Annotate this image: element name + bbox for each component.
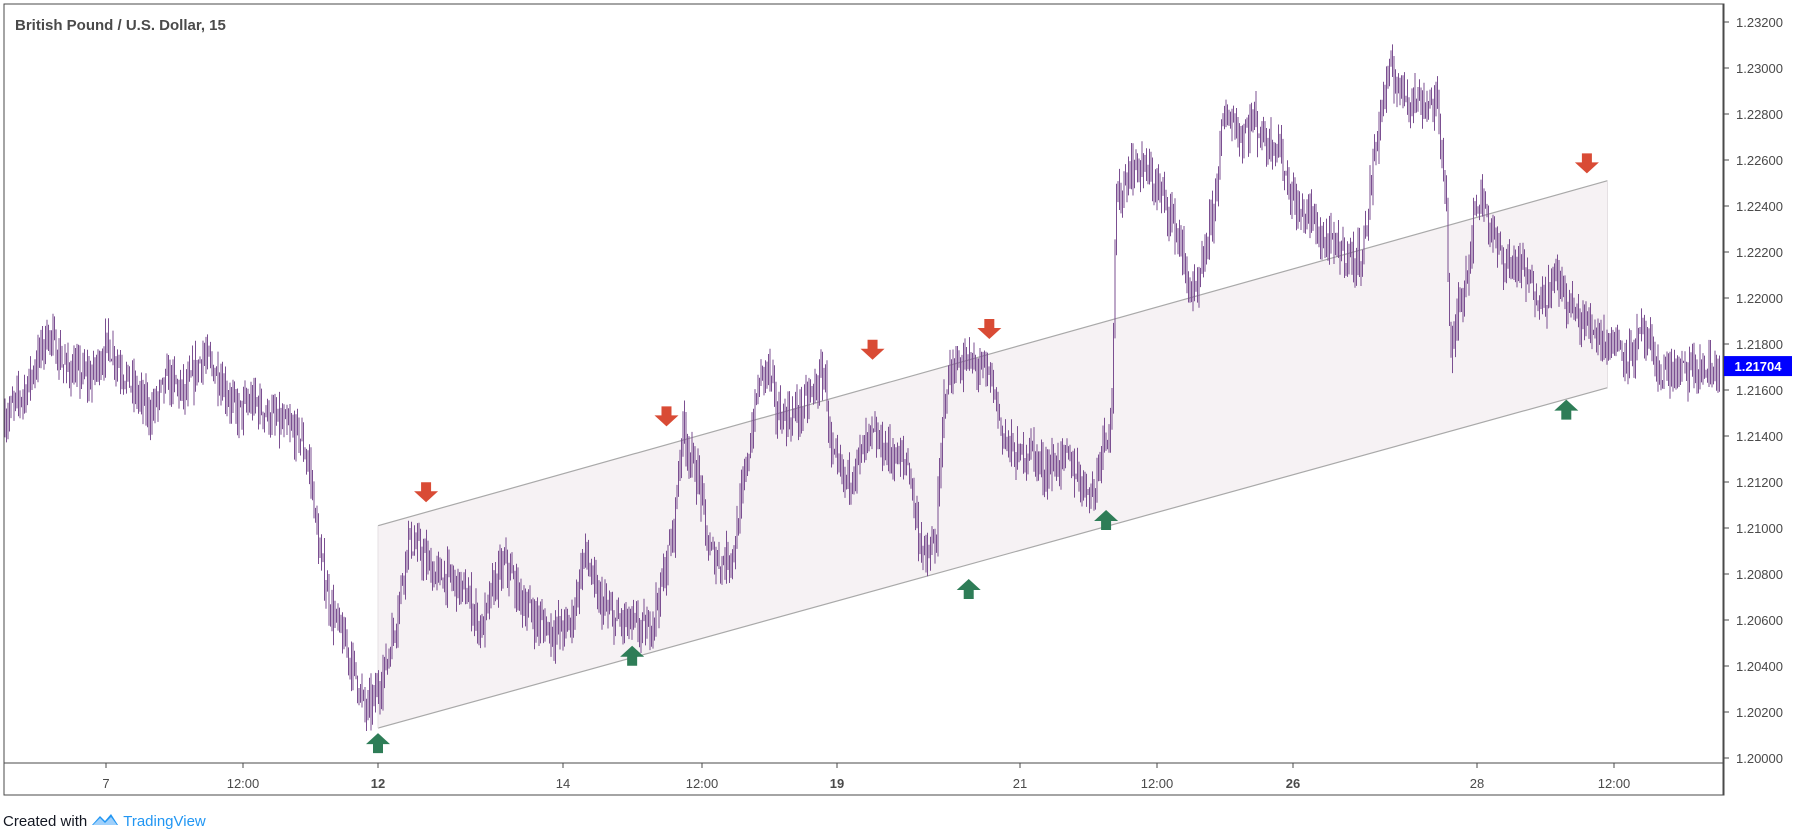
channel-lower-line[interactable] — [377, 387, 1608, 729]
channel-fill — [378, 180, 1608, 729]
channel-upper-line[interactable] — [377, 180, 1608, 527]
price-tick-label: 1.21200 — [1736, 475, 1783, 490]
arrow-up-icon — [956, 579, 981, 599]
arrow-down-icon — [654, 406, 679, 427]
time-tick-label: 12:00 — [1141, 776, 1174, 791]
price-tick-label: 1.22600 — [1736, 153, 1783, 168]
time-tick-label: 28 — [1470, 776, 1484, 791]
price-tick-label: 1.21000 — [1736, 521, 1783, 536]
arrow-down-icon — [414, 482, 439, 503]
arrow-up-icon — [1094, 510, 1119, 530]
price-tick-label: 1.22800 — [1736, 107, 1783, 122]
arrow-down-icon — [1574, 153, 1599, 174]
price-tick-label: 1.22400 — [1736, 199, 1783, 214]
parallel-channel[interactable] — [377, 180, 1609, 729]
time-tick-label: 21 — [1013, 776, 1027, 791]
candles — [4, 44, 1720, 731]
current-price-box — [1724, 356, 1792, 377]
candle-wicks — [4, 44, 1720, 731]
time-tick-label: 12:00 — [1598, 776, 1631, 791]
price-tick-label: 1.21400 — [1736, 429, 1783, 444]
arrow-up-icon — [620, 645, 645, 666]
time-tick-label: 12:00 — [686, 776, 719, 791]
time-tick-label: 19 — [830, 776, 844, 791]
price-tick-label: 1.20000 — [1736, 751, 1783, 766]
current-price-label: 1.21704 — [1724, 356, 1792, 377]
arrow-up-icon — [1554, 399, 1579, 420]
price-tick-label: 1.20200 — [1736, 705, 1783, 720]
price-tick-label: 1.21600 — [1736, 383, 1783, 398]
time-tick-label: 12 — [371, 776, 385, 791]
price-tick-label: 1.23000 — [1736, 61, 1783, 76]
price-tick-label: 1.22000 — [1736, 291, 1783, 306]
price-tick-label: 1.20600 — [1736, 613, 1783, 628]
time-tick-label: 7 — [102, 776, 109, 791]
time-tick-label: 12:00 — [227, 776, 260, 791]
tradingview-logo-icon — [91, 811, 119, 831]
time-axis[interactable]: 7 12:00 12 14 12:00 19 21 12:00 26 28 12:00 — [102, 763, 1630, 791]
price-tick-label: 1.22200 — [1736, 245, 1783, 260]
tradingview-brand[interactable]: TradingView — [123, 812, 206, 830]
arrow-down-icon — [860, 339, 885, 360]
time-tick-label: 26 — [1286, 776, 1300, 791]
price-tick-label: 1.20800 — [1736, 567, 1783, 582]
chart-title: British Pound / U.S. Dollar, 15 — [15, 17, 226, 34]
price-tick-label: 1.21800 — [1736, 337, 1783, 352]
price-tick-label: 1.23200 — [1736, 15, 1783, 30]
footer: Created with TradingView — [3, 810, 206, 832]
footer-prefix: Created with — [3, 812, 88, 830]
price-tick-label: 1.20400 — [1736, 659, 1783, 674]
price-axis[interactable]: 1.20000 1.20200 1.20400 1.20600 1.20800 1.210… — [1723, 15, 1783, 766]
arrow-up-icon — [366, 733, 390, 754]
current-price-text: 1.21704 — [1735, 359, 1783, 374]
time-tick-label: 14 — [556, 776, 570, 791]
arrow-down-icon — [977, 319, 1002, 339]
signal-markers — [366, 153, 1599, 754]
